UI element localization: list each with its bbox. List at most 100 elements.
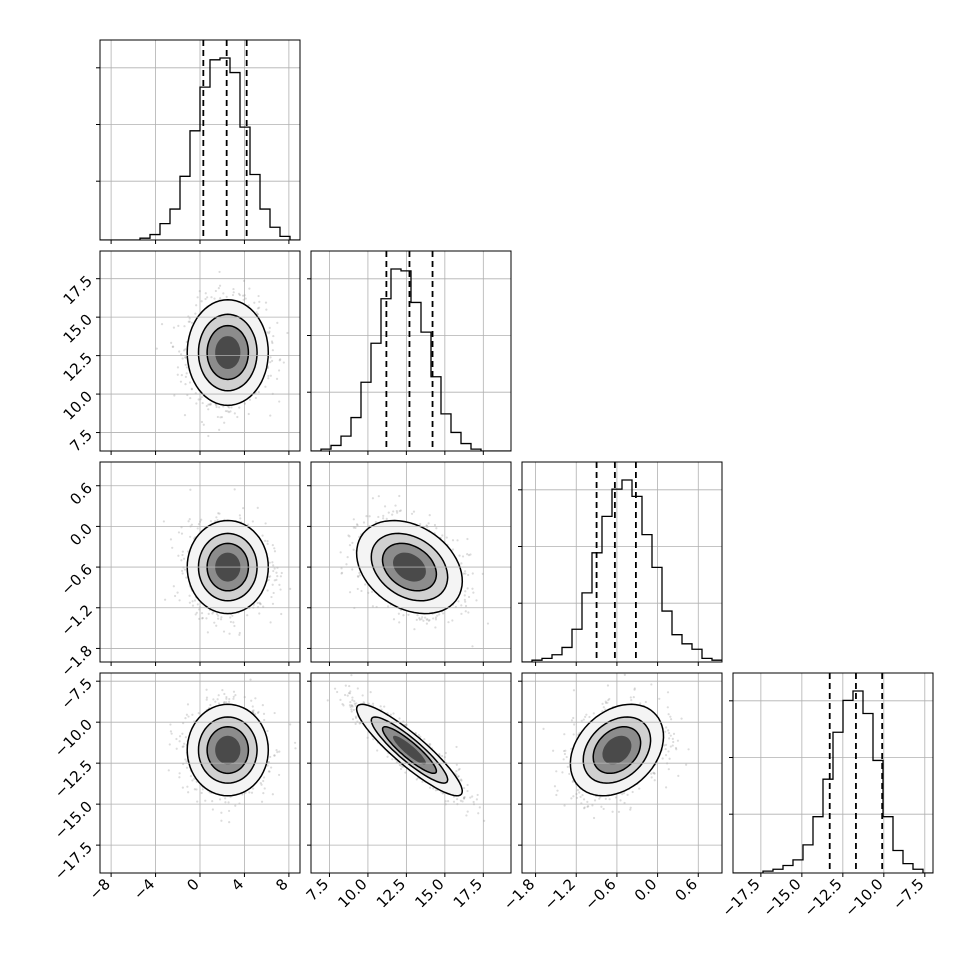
sample-point: [447, 621, 450, 624]
sample-point: [275, 578, 278, 581]
sample-point: [190, 388, 193, 391]
sample-point: [260, 783, 263, 786]
sample-point: [181, 786, 184, 789]
sample-point: [289, 587, 292, 590]
sample-point: [260, 800, 264, 803]
panel-frame: [521, 461, 723, 663]
histogram-panel-2: [518, 461, 723, 666]
sample-point: [471, 572, 474, 575]
density-panel-3-0: [96, 672, 301, 877]
sample-point: [228, 406, 231, 409]
sample-point: [180, 353, 183, 356]
sample-point: [451, 539, 455, 542]
sample-point: [171, 546, 174, 549]
sample-point: [339, 551, 342, 554]
density-fill: [215, 336, 241, 369]
sample-point: [251, 709, 254, 712]
sample-point: [269, 356, 272, 359]
sample-point: [186, 703, 190, 706]
sample-point: [382, 517, 385, 520]
sample-point: [206, 631, 209, 634]
sample-point: [253, 301, 256, 304]
sample-point: [340, 567, 343, 570]
sample-point: [207, 434, 210, 438]
sample-point: [184, 736, 187, 739]
panel-frame: [99, 250, 301, 452]
sample-point: [354, 526, 357, 529]
sample-point: [188, 320, 191, 323]
sample-point: [215, 516, 218, 519]
sample-point: [200, 612, 204, 615]
sample-point: [273, 711, 276, 715]
sample-point: [217, 512, 220, 515]
sample-point: [271, 602, 275, 605]
sample-point: [193, 599, 197, 602]
sample-point: [180, 569, 184, 572]
sample-point: [238, 293, 241, 297]
sample-point: [200, 396, 203, 399]
sample-point: [196, 296, 199, 299]
sample-point: [407, 613, 410, 616]
sample-point: [386, 605, 390, 608]
sample-point: [434, 618, 438, 621]
sample-point: [346, 556, 349, 559]
sample-point: [222, 292, 225, 295]
sample-point: [231, 293, 235, 297]
sample-point: [428, 514, 431, 517]
sample-point: [238, 406, 241, 409]
sample-point: [398, 621, 401, 624]
sample-point: [217, 617, 220, 620]
sample-point: [209, 402, 212, 405]
sample-point: [271, 583, 274, 586]
sample-point: [263, 787, 266, 790]
sample-point: [458, 554, 461, 557]
sample-point: [340, 572, 343, 575]
sample-point: [214, 289, 217, 293]
sample-point: [197, 523, 201, 526]
sample-point: [434, 626, 437, 629]
sample-point: [223, 421, 226, 424]
sample-point: [190, 387, 193, 390]
sample-point: [187, 520, 190, 523]
sample-point: [464, 604, 468, 608]
sample-point: [181, 550, 184, 553]
sample-point: [186, 550, 190, 553]
sample-point: [280, 612, 283, 616]
sample-point: [241, 294, 245, 297]
sample-point: [466, 537, 469, 541]
sample-point: [267, 575, 271, 579]
sample-point: [428, 618, 431, 622]
sample-point: [368, 515, 371, 518]
sample-point: [211, 808, 214, 811]
sample-point: [387, 511, 390, 514]
sample-point: [441, 534, 444, 537]
sample-point: [190, 321, 194, 324]
sample-point: [187, 791, 190, 794]
sample-point: [279, 358, 282, 361]
sample-point: [201, 401, 204, 405]
sample-point: [266, 729, 269, 733]
sample-point: [232, 621, 235, 624]
sample-point: [272, 564, 275, 567]
sample-point: [352, 518, 355, 521]
sample-point: [352, 548, 355, 551]
sample-point: [445, 536, 448, 539]
sample-point: [188, 594, 191, 597]
sample-point: [246, 614, 249, 617]
sample-point: [238, 514, 241, 517]
sample-point: [208, 403, 211, 406]
sample-point: [256, 313, 260, 316]
sample-point: [423, 616, 427, 619]
sample-point: [256, 506, 259, 509]
sample-point: [262, 792, 265, 795]
panel-frame: [99, 39, 301, 241]
sample-point: [191, 600, 194, 603]
sample-point: [267, 332, 270, 335]
sample-point: [218, 798, 222, 801]
sample-point: [201, 616, 204, 620]
sample-point: [172, 326, 176, 329]
sample-point: [391, 513, 394, 516]
sample-point: [184, 356, 187, 359]
sample-point: [236, 415, 239, 419]
sample-point: [220, 416, 224, 419]
